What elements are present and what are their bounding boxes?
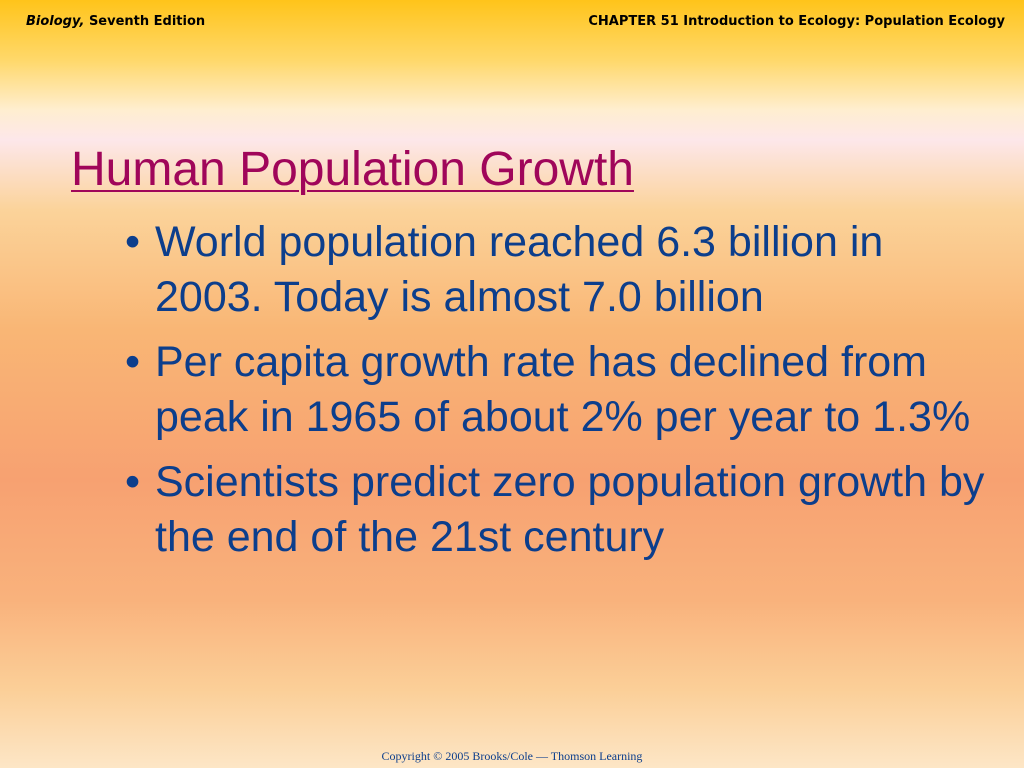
bullet-text: Scientists predict zero population growt… [155,458,985,561]
bullet-marker: • [125,218,141,266]
header-book-edition: Biology, Seventh Edition [26,14,205,29]
bullet-item-2: • Per capita growth rate has declined fr… [125,335,995,445]
book-title: Biology, [26,14,85,29]
chapter-heading: CHAPTER 51 Introduction to Ecology: Popu… [588,14,1005,29]
bullet-text: World population reached 6.3 billion in … [155,218,884,321]
bullet-item-1: • World population reached 6.3 billion i… [125,215,995,325]
bullet-marker: • [125,338,141,386]
edition-label: Seventh Edition [88,14,206,29]
bullet-item-3: • Scientists predict zero population gro… [125,455,995,565]
bullet-list: • World population reached 6.3 billion i… [125,215,995,565]
copyright-footer: Copyright © 2005 Brooks/Cole — Thomson L… [381,749,643,763]
slide-title: Human Population Growth [71,143,634,196]
bullet-marker: • [125,458,141,506]
bullet-text: Per capita growth rate has declined from… [155,338,971,441]
